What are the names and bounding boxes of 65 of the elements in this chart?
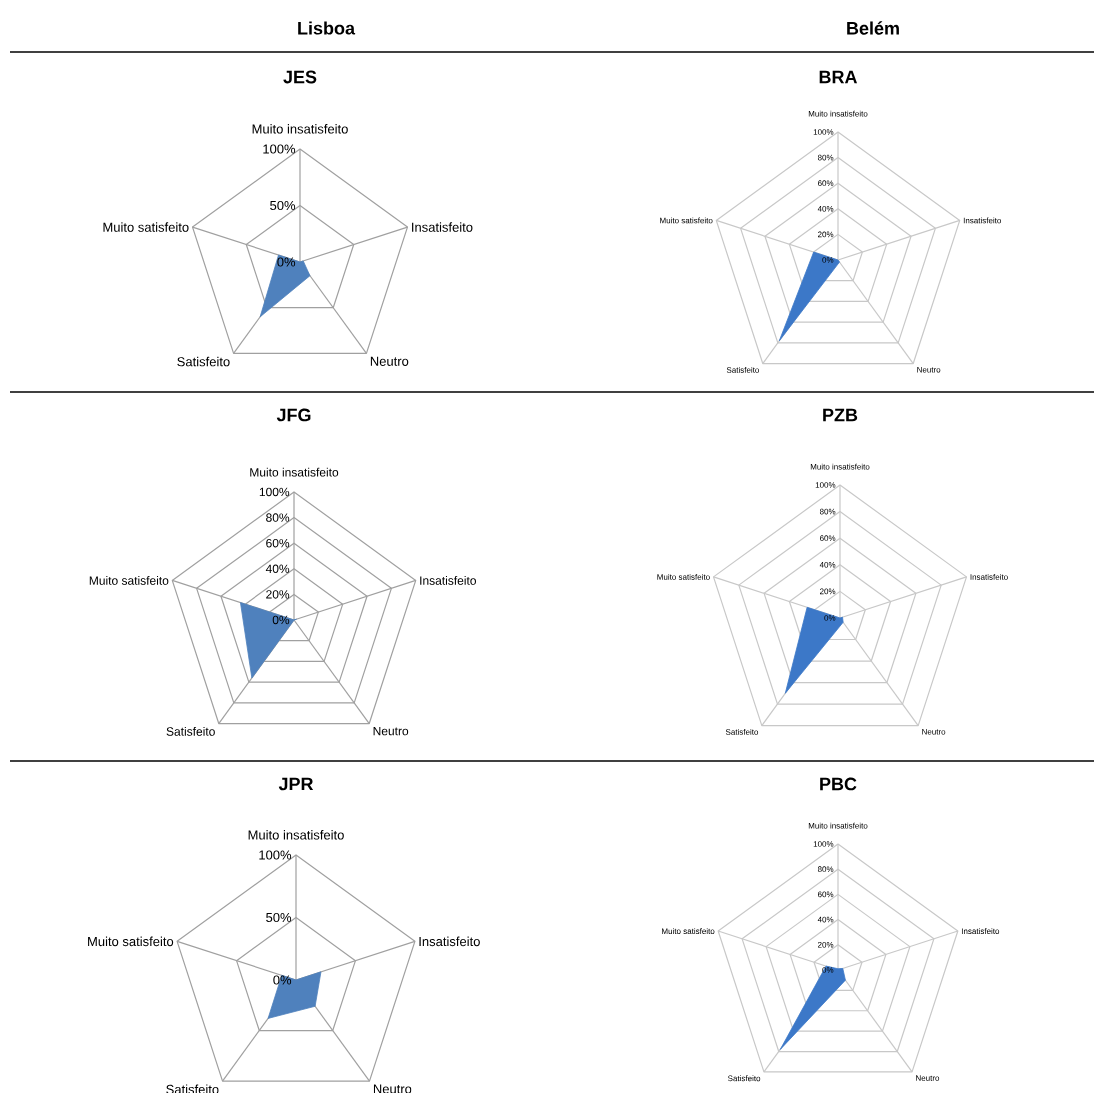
spoke-label: Muito insatisfeito	[252, 124, 348, 134]
spoke-label: Satisfeito	[177, 356, 230, 367]
spoke-label: Muito satisfeito	[662, 928, 715, 934]
spoke-label: Neutro	[922, 729, 946, 735]
y-tick-label: 20%	[820, 588, 836, 595]
y-tick-label: 0%	[277, 257, 296, 267]
spoke-label: Muito insatisfeito	[808, 822, 868, 829]
chart-title: JFG	[276, 408, 311, 422]
spoke-label: Satisfeito	[166, 726, 215, 736]
y-tick-label: 100%	[259, 487, 290, 497]
spoke-label: Muito satisfeito	[89, 576, 169, 585]
spoke-label: Satisfeito	[725, 728, 759, 735]
spoke-label: Muito insatisfeito	[808, 110, 868, 117]
y-tick-label: 20%	[266, 590, 290, 599]
y-tick-label: 60%	[820, 535, 836, 542]
spoke-label: Muito insatisfeito	[248, 830, 344, 840]
spoke-label: Muito insatisfeito	[250, 467, 339, 477]
spoke-label: Insatisfeito	[963, 217, 1002, 224]
y-tick-label: 0%	[824, 615, 836, 621]
y-tick-label: 60%	[818, 180, 834, 187]
spoke-label: Muito satisfeito	[660, 217, 713, 224]
chart-title: PZB	[823, 408, 858, 422]
spoke-label: Insatisfeito	[419, 936, 480, 947]
y-tick-label: 80%	[817, 154, 834, 161]
y-tick-label: 0%	[822, 257, 834, 263]
spoke-label: Neutro	[370, 356, 409, 366]
y-tick-label: 100%	[813, 129, 834, 135]
spoke-label: Neutro	[916, 1075, 940, 1081]
y-tick-label: 60%	[266, 538, 290, 548]
spoke-label: Insatisfeito	[970, 573, 1008, 580]
spoke-label: Satisfeito	[726, 366, 760, 373]
text: Belém	[847, 21, 899, 35]
y-tick-label: 100%	[259, 850, 292, 860]
text: Lisboa	[298, 21, 356, 35]
y-tick-label: 60%	[818, 891, 834, 898]
spoke-label: Insatisfeito	[412, 222, 473, 232]
y-tick-label: 80%	[266, 513, 290, 522]
spoke-label: Neutro	[373, 1084, 412, 1093]
y-tick-label: 40%	[819, 561, 836, 568]
chart-title: JPR	[278, 777, 314, 791]
y-tick-label: 100%	[815, 482, 836, 488]
y-tick-label: 20%	[818, 231, 834, 238]
y-tick-label: 50%	[266, 912, 292, 923]
spoke-label: Insatisfeito	[961, 928, 1000, 934]
spoke-label: Muito satisfeito	[657, 573, 710, 580]
y-tick-label: 100%	[813, 841, 834, 847]
y-tick-label: 100%	[263, 144, 296, 154]
y-tick-label: 40%	[817, 916, 834, 923]
chart-title: PBC	[820, 777, 857, 791]
y-tick-label: 40%	[817, 205, 834, 212]
spoke-label: Muito satisfeito	[88, 936, 174, 947]
y-tick-label: 0%	[272, 615, 290, 625]
spoke-label: Muito satisfeito	[103, 222, 189, 232]
spoke-label: Neutro	[373, 726, 409, 736]
spoke-label: Satisfeito	[728, 1075, 761, 1082]
y-tick-label: 80%	[817, 866, 834, 873]
spoke-label: Insatisfeito	[420, 576, 476, 585]
y-tick-label: 40%	[265, 564, 290, 574]
chart-title: BRA	[819, 70, 858, 84]
chart-title: JES	[283, 70, 317, 84]
y-tick-label: 50%	[270, 200, 296, 211]
y-tick-label: 20%	[818, 941, 834, 948]
spoke-label: Neutro	[917, 366, 941, 373]
y-tick-label: 80%	[819, 508, 836, 515]
spoke-label: Muito insatisfeito	[810, 463, 870, 470]
